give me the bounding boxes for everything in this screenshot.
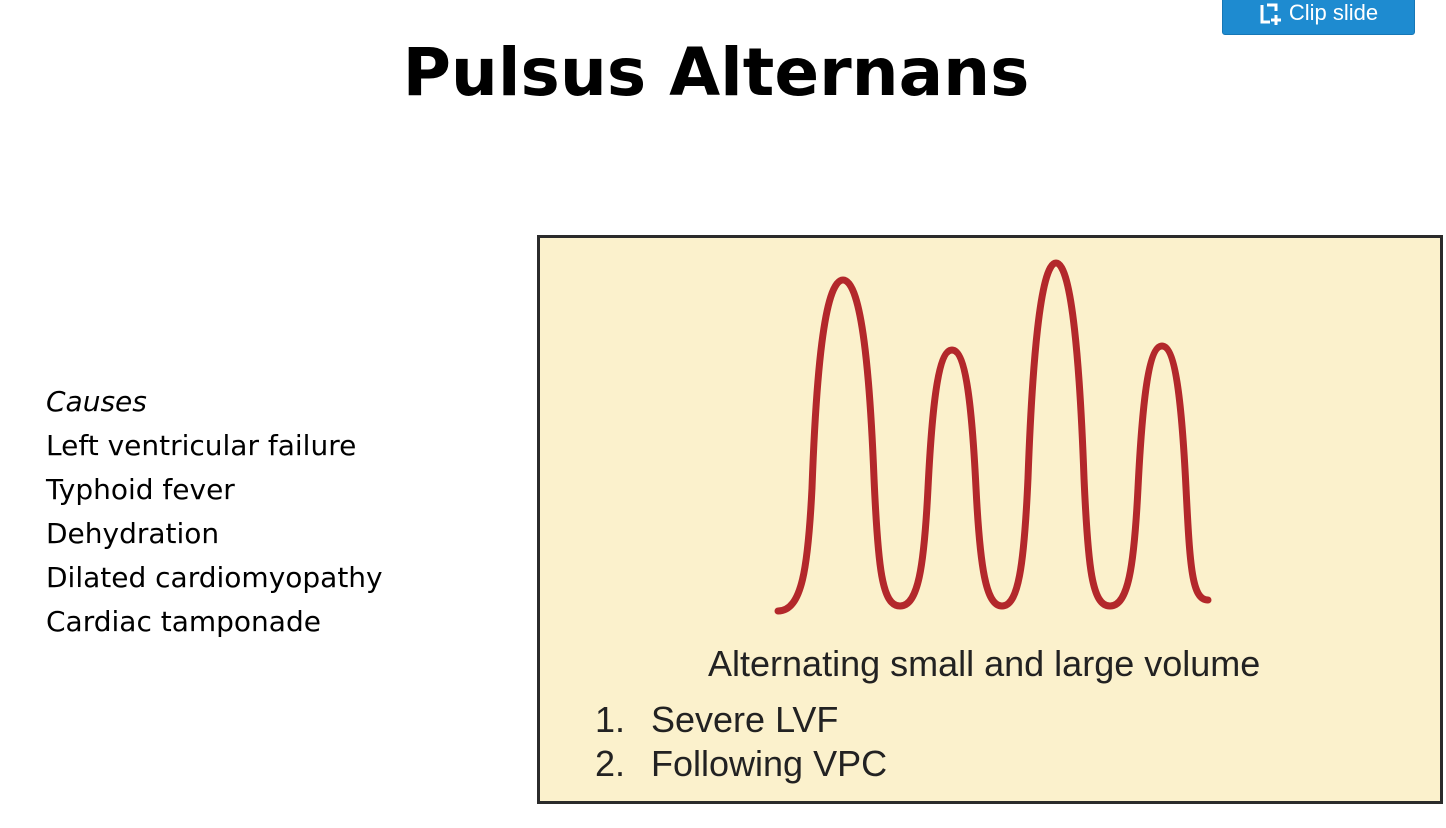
figure-list-item: 2. Following VPC (595, 742, 887, 786)
causes-heading: Causes (46, 385, 147, 418)
cause-item: Typhoid fever (46, 473, 235, 506)
figure-list-item: 1. Severe LVF (595, 698, 887, 742)
figure-list: 1. Severe LVF 2. Following VPC (595, 698, 887, 786)
clip-slide-icon (1259, 3, 1281, 25)
cause-item: Dilated cardiomyopathy (46, 561, 383, 594)
figure-list-number: 2. (595, 743, 626, 784)
slide-title: Pulsus Alternans (402, 34, 1030, 111)
pulse-waveform-figure: Alternating small and large volume 1. Se… (537, 235, 1443, 804)
figure-list-text: Severe LVF (651, 699, 839, 740)
causes-list: Causes Left ventricular failure Typhoid … (46, 380, 383, 644)
pulse-waveform (774, 259, 1212, 615)
figure-list-text: Following VPC (651, 743, 888, 784)
clip-slide-button[interactable]: Clip slide (1222, 0, 1415, 35)
cause-item: Left ventricular failure (46, 429, 357, 462)
figure-caption: Alternating small and large volume (708, 643, 1261, 684)
clip-slide-label: Clip slide (1288, 0, 1379, 25)
figure-list-number: 1. (595, 699, 626, 740)
pulse-wave-line (774, 259, 1212, 615)
cause-item: Dehydration (46, 517, 220, 550)
cause-item: Cardiac tamponade (46, 605, 321, 638)
